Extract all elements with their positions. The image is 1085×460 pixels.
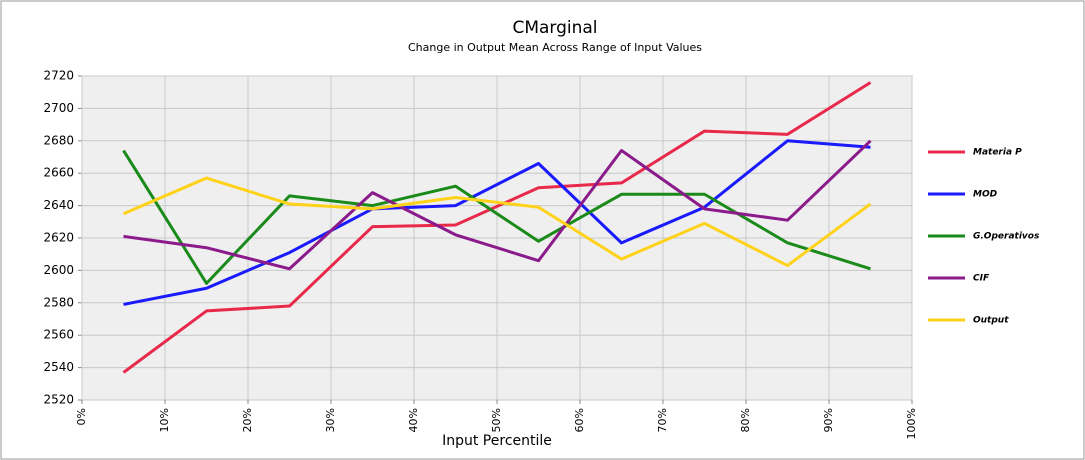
chart-title: CMarginal — [512, 18, 597, 38]
legend-label: CIF — [973, 274, 990, 284]
y-tick-label: 2680 — [43, 133, 74, 147]
y-tick-label: 2520 — [43, 393, 74, 407]
legend-label: Output — [973, 316, 1009, 326]
x-tick-label: 20% — [241, 408, 254, 432]
x-tick-label: 30% — [324, 408, 337, 432]
x-tick-label: 90% — [822, 408, 835, 432]
series-line — [123, 139, 871, 306]
legend-label: G.Operativos — [973, 232, 1040, 242]
series-line — [122, 81, 872, 374]
y-tick-label: 2580 — [43, 295, 74, 309]
y-tick-label: 2540 — [43, 360, 74, 374]
y-tick-label: 2560 — [43, 328, 74, 342]
legend-label: Materia P — [973, 148, 1022, 158]
x-tick-label: 0% — [75, 408, 88, 425]
series-line — [122, 149, 871, 285]
series-line — [122, 176, 872, 268]
series-line — [123, 139, 872, 271]
chart-subtitle: Change in Output Mean Across Range of In… — [408, 41, 702, 54]
x-tick-label: 10% — [158, 408, 171, 432]
x-tick-label: 100% — [905, 408, 918, 439]
y-tick-label: 2720 — [43, 69, 74, 83]
y-tick-label: 2620 — [43, 231, 74, 245]
y-tick-label: 2660 — [43, 166, 74, 180]
y-tick-label: 2700 — [43, 101, 74, 115]
legend-label: MOD — [973, 190, 998, 200]
x-tick-label: 40% — [407, 408, 420, 432]
x-axis-label: Input Percentile — [442, 433, 552, 449]
y-tick-label: 2640 — [43, 198, 74, 212]
y-tick-label: 2600 — [43, 263, 74, 277]
x-tick-label: 70% — [656, 408, 669, 432]
x-tick-label: 60% — [573, 408, 586, 432]
x-tick-label: 50% — [490, 408, 503, 432]
x-tick-label: 80% — [739, 408, 752, 432]
